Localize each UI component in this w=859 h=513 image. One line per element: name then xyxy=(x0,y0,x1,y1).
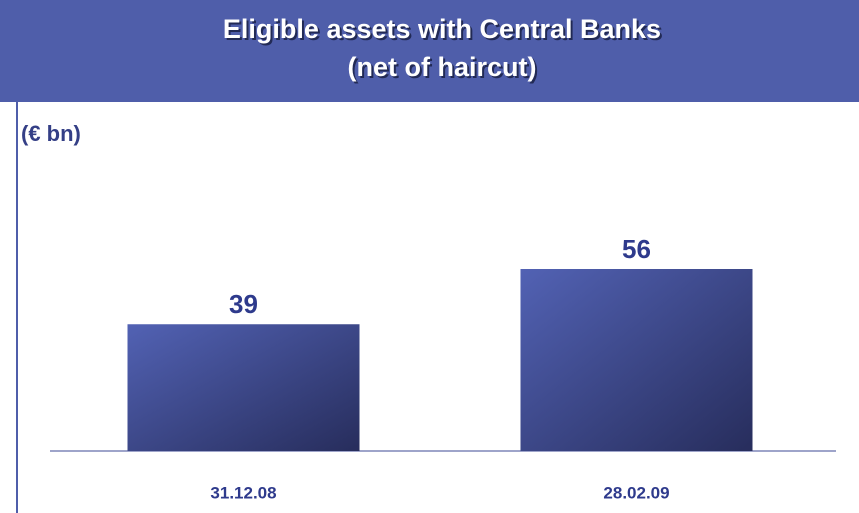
x-tick-label: 31.12.08 xyxy=(210,483,276,502)
bar xyxy=(127,324,360,451)
value-label: 56 xyxy=(622,234,651,264)
title-shadow: Eligible assets with Central Banks xyxy=(225,16,663,46)
unit-label: (€ bn) xyxy=(21,121,81,146)
x-tick-label: 28.02.09 xyxy=(603,483,669,502)
subtitle-shadow: (net of haircut) xyxy=(350,54,539,84)
value-label: 39 xyxy=(229,289,258,319)
bar xyxy=(520,269,753,451)
chart-subtitle: (net of haircut) xyxy=(348,52,537,82)
chart-title: Eligible assets with Central Banks xyxy=(223,14,661,44)
header-band xyxy=(0,0,859,100)
